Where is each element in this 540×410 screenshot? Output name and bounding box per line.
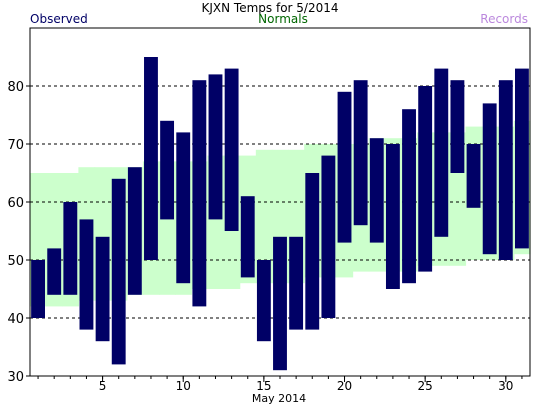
observed-bar-day-17 [289, 236, 304, 330]
observed-bar-day-27 [450, 80, 465, 173]
x-axis-label: May 2014 [252, 392, 306, 405]
observed-bar-day-11 [192, 80, 207, 307]
observed-bar-day-15 [256, 260, 271, 342]
observed-bar-day-18 [305, 173, 320, 330]
observed-bar-day-19 [321, 155, 336, 318]
observed-bar-day-9 [160, 120, 175, 220]
y-tick-label-60: 60 [7, 196, 24, 211]
x-tick-label-20: 20 [337, 379, 352, 393]
x-tick-label-10: 10 [176, 379, 191, 393]
observed-bar-day-20 [337, 91, 352, 243]
y-tick-label-30: 30 [7, 370, 24, 385]
observed-bar-day-14 [240, 196, 255, 278]
legend-records: Records [480, 12, 528, 26]
observed-bar-day-1 [31, 260, 45, 318]
x-tick-label-15: 15 [256, 379, 271, 393]
y-tick-label-40: 40 [7, 312, 24, 327]
observed-bar-day-8 [144, 57, 158, 260]
observed-bar-day-2 [47, 248, 62, 295]
chart-title: KJXN Temps for 5/2014 [202, 1, 339, 15]
plot-area: 30 40 50 60 70 80 5 10 15 20 25 30 [7, 27, 531, 393]
y-tick-label-50: 50 [7, 254, 24, 269]
legend-observed: Observed [30, 12, 88, 26]
y-tick-label-70: 70 [7, 138, 24, 153]
x-tick-label-30: 30 [498, 379, 513, 393]
observed-bar-day-24 [402, 109, 416, 284]
observed-bar-day-12 [208, 74, 223, 220]
observed-bar-day-29 [482, 103, 497, 255]
x-tick-label-5: 5 [99, 379, 107, 393]
observed-bar-day-4 [79, 219, 94, 330]
observed-bar-day-31 [515, 68, 529, 249]
observed-bar-day-30 [498, 80, 513, 260]
observed-bar-day-16 [273, 236, 287, 371]
observed-bar-day-10 [176, 132, 191, 284]
observed-bar-day-5 [95, 236, 110, 342]
observed-bar-day-22 [369, 138, 384, 243]
observed-bar-day-28 [466, 144, 481, 208]
observed-bar-day-21 [353, 80, 368, 226]
observed-bar-day-7 [127, 167, 142, 295]
normal-range-day-15 [255, 149, 273, 284]
y-tick-label-80: 80 [7, 80, 24, 95]
observed-bar-day-26 [434, 68, 449, 237]
observed-bar-day-3 [63, 202, 78, 295]
legend-normals: Normals [258, 12, 308, 26]
observed-bar-day-23 [385, 144, 400, 289]
observed-bar-day-6 [111, 178, 126, 365]
observed-bar-day-25 [418, 86, 433, 272]
observed-bar-day-13 [224, 68, 239, 231]
x-tick-label-25: 25 [418, 379, 433, 393]
